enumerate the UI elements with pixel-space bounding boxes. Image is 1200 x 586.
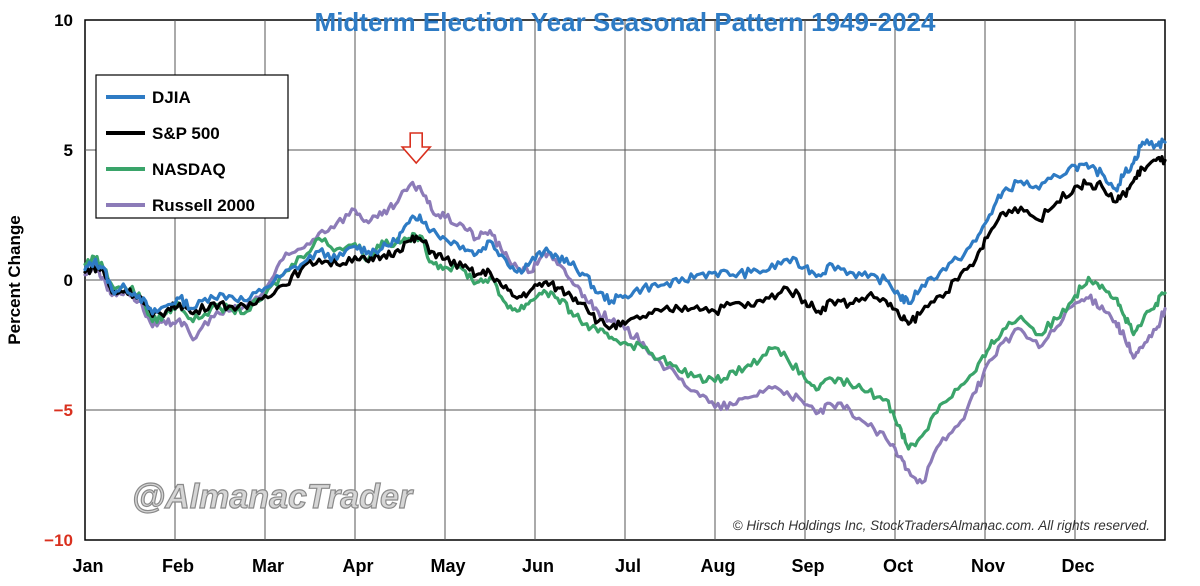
x-tick-label-mar: Mar: [252, 556, 284, 576]
x-tick-label-feb: Feb: [162, 556, 194, 576]
x-axis-month-labels: Jan Feb Mar Apr May Jun Jul Aug Sep Oct Nov Dec: [72, 556, 1094, 576]
legend-label: DJIA: [152, 88, 191, 107]
legend-label: NASDAQ: [152, 160, 226, 179]
legend: DJIA S&P 500 NASDAQ Russell 2000: [95, 74, 289, 219]
watermark: @AlmanacTrader: [132, 478, 414, 516]
x-tick-label-apr: Apr: [343, 556, 374, 576]
x-tick-label-aug: Aug: [701, 556, 736, 576]
x-tick-label-jul: Jul: [615, 556, 641, 576]
x-tick-label-nov: Nov: [971, 556, 1005, 576]
y-tick-label: 5: [64, 141, 73, 160]
y-tick-label: −10: [44, 531, 73, 550]
x-tick-label-may: May: [430, 556, 465, 576]
copyright-notice: © Hirsch Holdings Inc, StockTradersAlman…: [733, 518, 1150, 533]
y-tick-label: 0: [64, 271, 73, 290]
series-lines: [83, 137, 1167, 485]
chart-title: Midterm Election Year Seasonal Pattern 1…: [315, 7, 936, 37]
x-tick-label-jan: Jan: [72, 556, 103, 576]
y-axis-label: Percent Change: [5, 215, 24, 344]
y-axis-ticks: 10 5 0 −5 −10: [44, 11, 73, 550]
series-line-s-p-500: [83, 155, 1167, 331]
y-tick-label: −5: [54, 401, 73, 420]
x-tick-label-sep: Sep: [791, 556, 824, 576]
down-arrow-icon-shape: [400, 132, 432, 165]
legend-label: Russell 2000: [152, 196, 255, 215]
series-line-djia: [83, 137, 1167, 316]
x-tick-label-jun: Jun: [522, 556, 554, 576]
y-tick-label: 10: [54, 11, 73, 30]
x-tick-label-dec: Dec: [1061, 556, 1094, 576]
down-arrow-icon: [400, 132, 432, 165]
legend-label: S&P 500: [152, 124, 220, 143]
x-tick-label-oct: Oct: [883, 556, 913, 576]
series-line-nasdaq: [83, 231, 1167, 451]
